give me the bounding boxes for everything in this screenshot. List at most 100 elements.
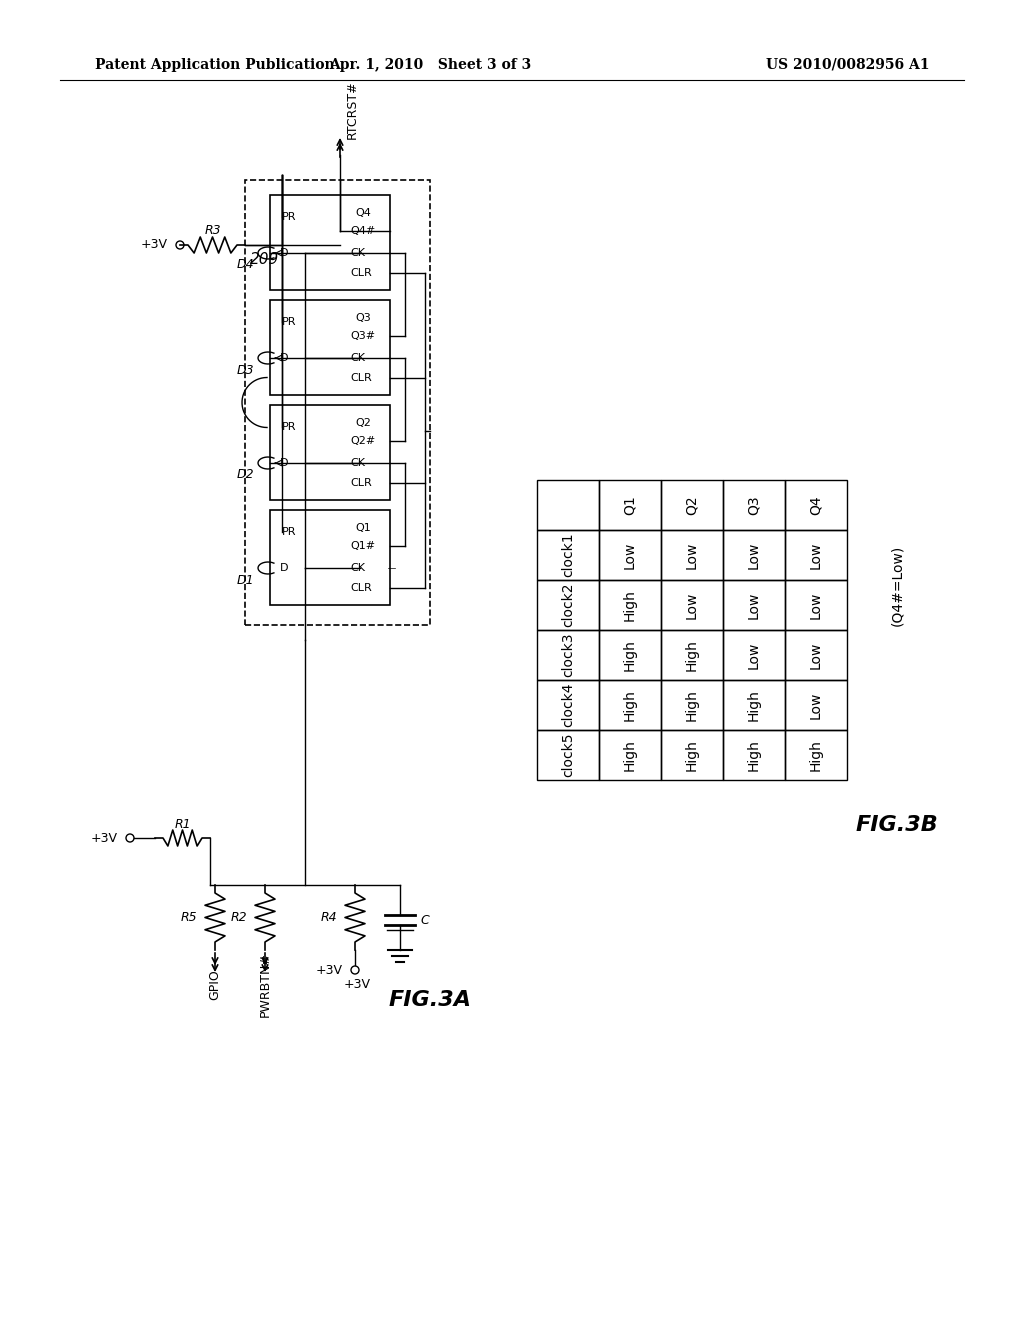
Bar [599,480,662,531]
Text: CLR: CLR [350,268,372,279]
Text: R3: R3 [204,224,221,238]
Text: Low: Low [809,541,823,569]
Text: High: High [623,739,637,771]
Bar [599,730,662,780]
Bar [537,680,599,730]
Bar [537,579,599,630]
Text: D: D [280,248,289,257]
Text: PR: PR [282,527,297,537]
Text: High: High [623,639,637,671]
Text: Q1: Q1 [355,523,371,533]
Text: clock4: clock4 [561,682,575,727]
Text: CLR: CLR [350,478,372,488]
Bar [723,630,785,680]
Text: FIG.3A: FIG.3A [388,990,471,1010]
Text: High: High [685,639,699,671]
Text: Low: Low [685,591,699,619]
Text: CLR: CLR [350,374,372,383]
Text: D: D [280,564,289,573]
Bar [723,680,785,730]
Text: High: High [685,739,699,771]
Text: Low: Low [685,541,699,569]
Text: R5: R5 [180,911,197,924]
Text: Low: Low [746,541,761,569]
Text: Low: Low [746,642,761,669]
Text: High: High [809,739,823,771]
Text: clock5: clock5 [561,733,575,777]
Bar [662,680,723,730]
Text: D4: D4 [237,259,254,272]
Bar [537,480,599,531]
Text: US 2010/0082956 A1: US 2010/0082956 A1 [767,58,930,73]
Text: CLR: CLR [350,583,372,593]
Text: High: High [623,689,637,721]
Bar [270,405,390,500]
Bar [785,531,847,579]
Bar [599,630,662,680]
Bar [723,579,785,630]
Text: C: C [420,913,429,927]
Bar [785,579,847,630]
Text: PR: PR [282,317,297,327]
Text: CK: CK [350,248,365,257]
Text: D: D [280,458,289,469]
Bar [662,531,723,579]
Text: 209: 209 [250,252,280,268]
Bar [270,300,390,395]
Text: Q3: Q3 [355,313,371,323]
Text: D2: D2 [237,469,254,482]
Text: Q4: Q4 [355,209,371,218]
Text: Low: Low [623,541,637,569]
Text: PR: PR [282,213,297,222]
Text: (Q4#=Low): (Q4#=Low) [890,544,904,626]
Text: R4: R4 [321,911,337,924]
Text: R1: R1 [174,817,190,830]
Text: D: D [280,352,289,363]
Text: PWRBTN#: PWRBTN# [258,953,271,1018]
Text: D1: D1 [237,573,254,586]
Text: Patent Application Publication: Patent Application Publication [95,58,335,73]
Text: +3V: +3V [343,978,371,990]
Text: Q1: Q1 [623,495,637,515]
Text: +3V: +3V [141,239,168,252]
Bar [270,510,390,605]
Text: R2: R2 [230,911,247,924]
Text: Q1#: Q1# [350,541,375,550]
Bar [662,579,723,630]
Text: PR: PR [282,422,297,432]
Bar [599,531,662,579]
Text: Q3#: Q3# [350,331,375,341]
Text: Q3: Q3 [746,495,761,515]
Text: clock2: clock2 [561,582,575,627]
Bar [785,480,847,531]
Bar [662,480,723,531]
Text: High: High [746,689,761,721]
Text: High: High [623,589,637,620]
Text: CK: CK [350,564,365,573]
Bar [785,630,847,680]
Bar [599,680,662,730]
Text: Low: Low [809,642,823,669]
Text: Q2: Q2 [355,418,371,428]
Bar [723,480,785,531]
Text: Apr. 1, 2010   Sheet 3 of 3: Apr. 1, 2010 Sheet 3 of 3 [329,58,531,73]
Text: High: High [746,739,761,771]
Bar [599,579,662,630]
Text: clock3: clock3 [561,632,575,677]
Text: CK: CK [350,352,365,363]
Text: clock1: clock1 [561,533,575,577]
Bar [662,630,723,680]
Text: Q4: Q4 [809,495,823,515]
Bar [723,730,785,780]
Text: RTCRST#: RTCRST# [346,81,359,140]
Bar [662,730,723,780]
Text: D3: D3 [237,363,254,376]
Text: +3V: +3V [91,832,118,845]
Bar [537,730,599,780]
Bar [537,630,599,680]
Bar [245,180,430,624]
Text: FIG.3B: FIG.3B [856,814,938,836]
Text: GPIO: GPIO [209,970,221,1001]
Bar [723,531,785,579]
Text: Q2: Q2 [685,495,699,515]
